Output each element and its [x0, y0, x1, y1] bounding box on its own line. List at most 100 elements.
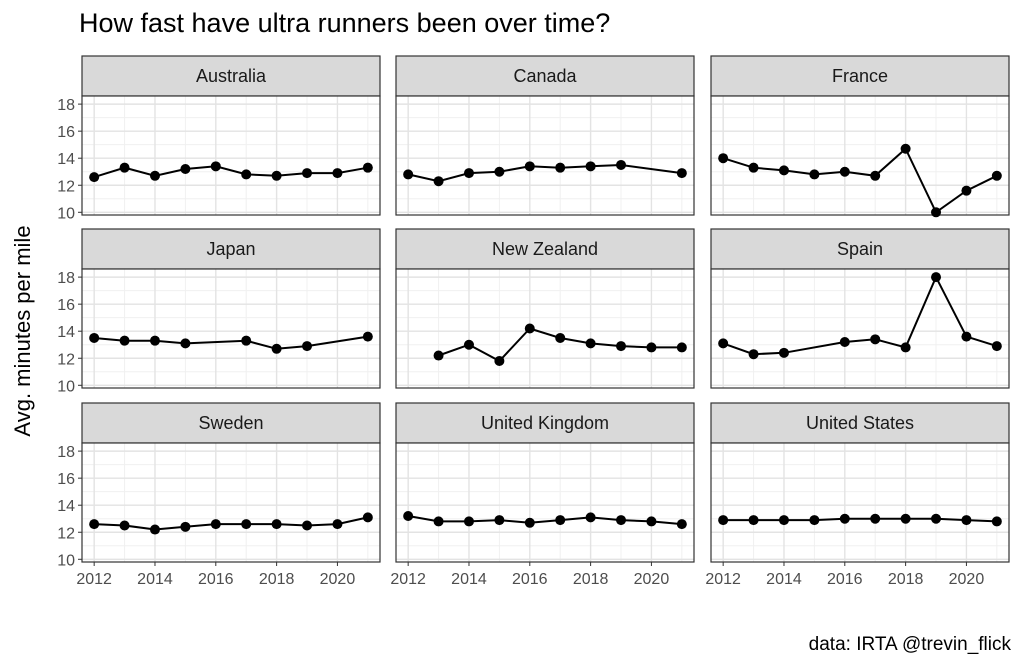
x-tick-label: 2020 [320, 571, 356, 588]
data-point [555, 332, 566, 343]
plot-area-france [711, 96, 1009, 215]
panel-border-spain [710, 268, 1010, 389]
plot-area-united-states [711, 443, 1009, 562]
data-point [676, 168, 687, 179]
data-point [839, 166, 850, 177]
strip-label-spain: Spain [837, 239, 883, 259]
data-point [991, 516, 1002, 527]
panel-border-united-kingdom [395, 442, 695, 563]
strip-label-australia: Australia [196, 66, 267, 86]
data-point [748, 515, 759, 526]
data-point [961, 515, 972, 526]
strip-united-kingdom [395, 402, 695, 444]
y-tick-label: 16 [57, 124, 75, 141]
data-point [870, 334, 881, 345]
y-tick-label: 14 [57, 324, 75, 341]
data-point [676, 342, 687, 353]
data-point [778, 515, 789, 526]
data-point [494, 355, 505, 366]
data-point [718, 153, 729, 164]
y-tick-label: 12 [57, 525, 75, 542]
y-tick-label: 16 [57, 471, 75, 488]
x-tick-label: 2012 [76, 571, 112, 588]
data-point [302, 341, 313, 352]
plot-area-australia [82, 96, 380, 215]
data-point [748, 349, 759, 360]
data-point [89, 332, 100, 343]
data-point [241, 335, 252, 346]
data-point [585, 338, 596, 349]
y-tick-label: 10 [57, 205, 75, 222]
y-tick-label: 18 [57, 444, 75, 461]
data-point [778, 347, 789, 358]
panel-united-kingdom: United Kingdom 2012 2014 2016 2018 2020 [390, 402, 695, 588]
strip-label-new-zealand: New Zealand [492, 239, 598, 259]
panel-australia: Australia 10 12 14 16 18 [57, 55, 381, 222]
x-tick-label: 2012 [705, 571, 741, 588]
plot-area-canada [396, 96, 694, 215]
strip-australia [81, 55, 381, 97]
data-point [931, 272, 942, 283]
data-point [241, 519, 252, 530]
data-point [809, 515, 820, 526]
panel-canada: Canada [395, 55, 695, 216]
data-point [362, 512, 373, 523]
strip-spain [710, 228, 1010, 270]
plot-area-united-kingdom [396, 443, 694, 562]
data-point [119, 335, 130, 346]
data-point [271, 170, 282, 181]
plot-area-japan [82, 269, 380, 388]
x-tick-label: 2018 [888, 571, 924, 588]
y-tick-label: 10 [57, 378, 75, 395]
strip-united-states [710, 402, 1010, 444]
x-tick-label: 2018 [259, 571, 295, 588]
data-point [900, 143, 911, 154]
data-point [494, 515, 505, 526]
data-point [403, 169, 414, 180]
data-point [149, 170, 160, 181]
series-line-united-states [723, 517, 997, 523]
data-point [433, 350, 444, 361]
data-point [778, 165, 789, 176]
strip-label-france: France [832, 66, 888, 86]
data-point [931, 513, 942, 524]
y-tick-label: 14 [57, 151, 75, 168]
data-point [585, 161, 596, 172]
data-point [555, 162, 566, 173]
data-point [494, 166, 505, 177]
panel-border-new-zealand [395, 268, 695, 389]
y-tick-label: 18 [57, 97, 75, 114]
strip-japan [81, 228, 381, 270]
y-tick-label: 12 [57, 178, 75, 195]
x-tick-label: 2020 [634, 571, 670, 588]
x-tick-label: 2020 [949, 571, 985, 588]
data-point [332, 519, 343, 530]
y-tick-label: 16 [57, 297, 75, 314]
x-tick-label: 2014 [766, 571, 802, 588]
series-line-france [722, 147, 998, 214]
data-point [616, 159, 627, 170]
data-point [870, 170, 881, 181]
data-point [180, 338, 191, 349]
data-point [302, 520, 313, 531]
strip-label-japan: Japan [206, 239, 255, 259]
series-line-sweden [94, 516, 369, 531]
data-point [463, 168, 474, 179]
data-point [524, 161, 535, 172]
series-line-australia [93, 165, 368, 179]
strip-new-zealand [395, 228, 695, 270]
panel-spain: Spain [710, 228, 1010, 389]
data-point [271, 519, 282, 530]
data-point [991, 170, 1002, 181]
data-point [463, 339, 474, 350]
data-point [931, 207, 942, 218]
plot-area-spain [711, 269, 1009, 388]
chart-title: How fast have ultra runners been over ti… [79, 8, 611, 38]
data-point [718, 515, 729, 526]
data-point [555, 515, 566, 526]
x-tick-label: 2016 [512, 571, 548, 588]
x-tick-label: 2016 [198, 571, 234, 588]
strip-label-united-states: United States [806, 413, 914, 433]
data-point [748, 162, 759, 173]
data-point [718, 338, 729, 349]
